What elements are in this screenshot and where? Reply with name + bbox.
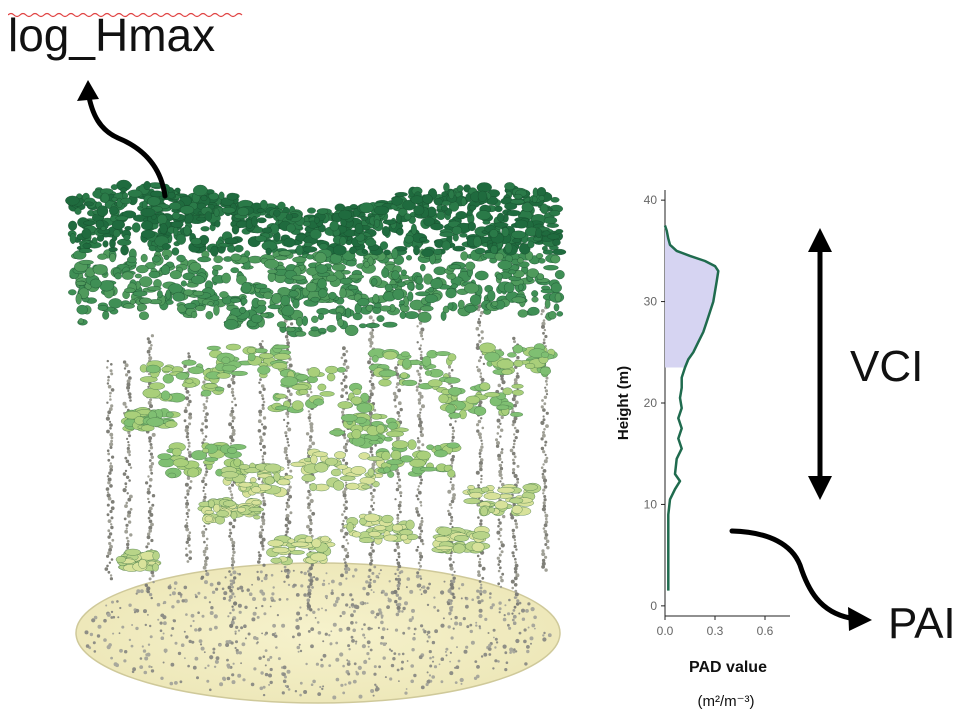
pai-arrowhead-icon	[848, 607, 872, 631]
x-tick-label: 0.0	[657, 624, 674, 638]
y-tick-label: 40	[644, 193, 658, 207]
upper-canopy-foliage	[65, 179, 567, 338]
mid-canopy-foliage	[115, 342, 558, 572]
x-axis-title: PAD value	[689, 659, 767, 676]
vci-arrowhead-bottom-icon	[808, 476, 832, 500]
y-tick-label: 20	[644, 396, 658, 410]
y-tick-label: 30	[644, 295, 658, 309]
vci-label: VCI	[850, 342, 924, 391]
pai-label: PAI	[888, 599, 956, 648]
x-axis-ticks: 0.0 0.3 0.6	[657, 616, 774, 638]
ground-points	[84, 567, 552, 700]
y-tick-label: 0	[650, 599, 657, 613]
x-axis-unit: (m²/m⁻³)	[697, 693, 754, 710]
pai-arrow	[729, 528, 853, 621]
y-tick-label: 10	[644, 497, 658, 511]
pad-profile-line	[663, 225, 720, 591]
spellcheck-underline	[8, 12, 243, 18]
pad-profile-chart: 0 10 20 30 40 0.0 0.3 0.6 Height (m) PAD value…	[615, 190, 790, 710]
hmax-arrowhead-icon	[77, 80, 99, 101]
y-axis-ticks: 0 10 20 30 40	[644, 193, 665, 613]
log-hmax-label: log_Hmax	[8, 9, 243, 61]
log-hmax-text: log_Hmax	[8, 9, 216, 61]
vci-arrowhead-top-icon	[808, 228, 832, 252]
y-axis-title: Height (m)	[615, 366, 632, 440]
x-tick-label: 0.6	[757, 624, 774, 638]
hmax-arrow	[85, 89, 168, 199]
x-tick-label: 0.3	[707, 624, 724, 638]
